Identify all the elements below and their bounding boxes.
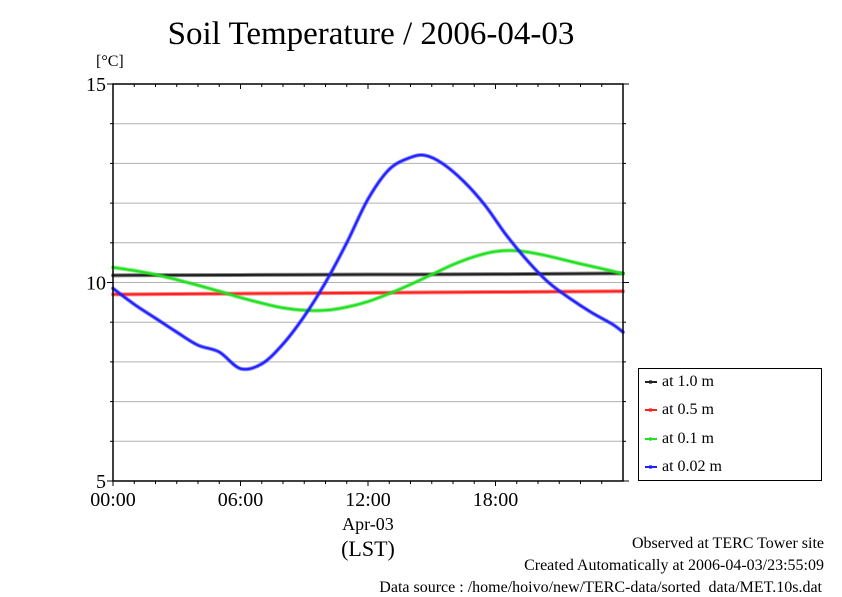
x-tick-label: 18:00 — [473, 489, 519, 511]
x-tick-label: 00:00 — [90, 489, 136, 511]
legend-item: at 0.5 m — [645, 401, 714, 419]
legend-marker-icon — [645, 380, 657, 384]
x-axis-date-label: Apr-03 — [342, 514, 394, 534]
legend-label: at 0.1 m — [662, 430, 714, 447]
legend-label: at 0.02 m — [662, 458, 722, 475]
series-lines — [111, 153, 625, 372]
legend-label: at 0.5 m — [662, 401, 714, 418]
y-tick-labels: 5 10 15 — [86, 74, 106, 493]
legend-marker-icon — [645, 437, 657, 441]
series-line — [112, 249, 624, 312]
chart-title: Soil Temperature / 2006-04-03 — [167, 16, 575, 52]
legend-label: at 1.0 m — [662, 373, 714, 390]
series-line — [112, 154, 624, 371]
legend-item: at 0.02 m — [645, 458, 722, 476]
legend-item: at 0.1 m — [645, 430, 714, 448]
footer-observed: Observed at TERC Tower site — [631, 535, 824, 552]
legend-marker-icon — [645, 408, 657, 412]
legend-marker-icon — [645, 465, 657, 469]
series-line-halo — [111, 153, 625, 372]
y-tick-label: 10 — [86, 273, 106, 295]
legend-item: at 1.0 m — [645, 373, 714, 391]
x-axis-timezone-label: (LST) — [341, 536, 395, 561]
y-tick-label: 15 — [86, 74, 106, 96]
y-axis-unit-label: [°C] — [96, 53, 124, 70]
legend: at 1.0 m at 0.5 m at 0.1 m at 0.02 m — [638, 368, 822, 481]
footer-data-source: Data source : /home/hoivo/new/TERC-data/… — [379, 579, 822, 596]
y-tick-label: 5 — [96, 471, 106, 493]
x-tick-label: 12:00 — [345, 489, 391, 511]
x-tick-labels: 00:00 06:00 12:00 18:00 — [90, 489, 518, 511]
axis-ticks — [107, 83, 629, 486]
series-line — [112, 290, 624, 296]
x-tick-label: 06:00 — [218, 489, 264, 511]
footer-created: Created Automatically at 2006-04-03/23:5… — [524, 557, 824, 574]
